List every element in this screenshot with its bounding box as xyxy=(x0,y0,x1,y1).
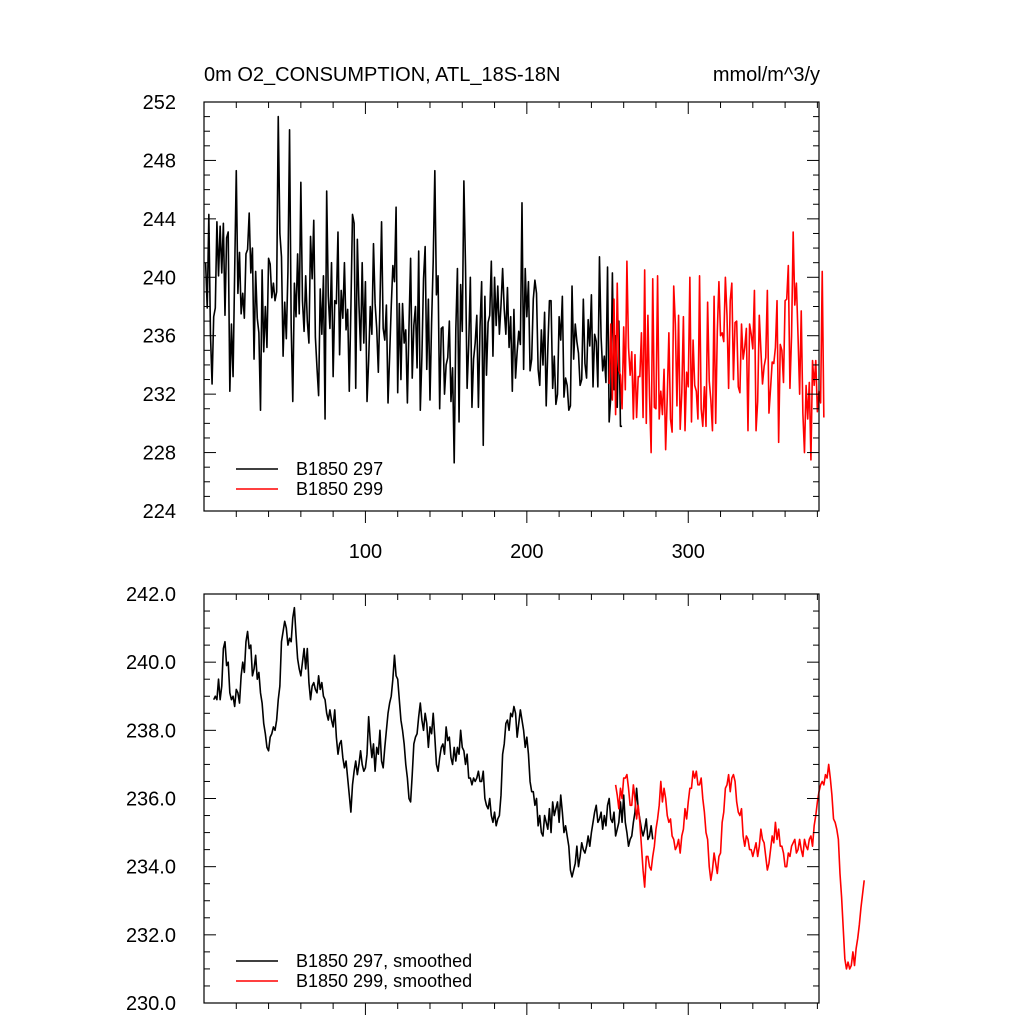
top-series-line-1 xyxy=(204,115,623,464)
top-y-tick-label: 228 xyxy=(143,443,176,465)
top-x-tick-label: 300 xyxy=(672,541,705,563)
top-y-tick-label: 232 xyxy=(143,384,176,406)
bottom-y-tick-label: 230.0 xyxy=(126,993,176,1015)
bottom-series-line-2 xyxy=(614,763,865,970)
bottom-y-tick-label: 234.0 xyxy=(126,857,176,879)
top-panel-units: mmol/m^3/y xyxy=(713,64,820,86)
bottom-y-tick-label: 236.0 xyxy=(126,789,176,811)
top-series-line-2 xyxy=(608,231,825,461)
bottom-legend-label-1: B1850 297, smoothed xyxy=(296,951,472,971)
bottom-y-tick-label: 238.0 xyxy=(126,720,176,742)
top-panel: 0m O2_CONSUMPTION, ATL_18S-18N mmol/m^3/… xyxy=(143,64,825,563)
top-x-tick-label: 100 xyxy=(349,541,382,563)
top-y-tick-label: 248 xyxy=(143,150,176,172)
bottom-y-tick-label: 240.0 xyxy=(126,652,176,674)
bottom-panel: 230.0 232.0 234.0 236.0 238.0 240.0 242.0 B185… xyxy=(126,584,865,1015)
bottom-y-tick-label: 232.0 xyxy=(126,925,176,947)
top-legend-label-2: B1850 299 xyxy=(296,479,383,499)
top-panel-title: 0m O2_CONSUMPTION, ATL_18S-18N xyxy=(204,64,560,86)
top-legend-label-1: B1850 297 xyxy=(296,459,383,479)
top-x-tick-label: 200 xyxy=(510,541,543,563)
bottom-plot-frame xyxy=(203,593,820,1004)
bottom-y-tick-label: 242.0 xyxy=(126,584,176,606)
bottom-legend-label-2: B1850 299, smoothed xyxy=(296,971,472,991)
top-y-tick-label: 240 xyxy=(143,267,176,289)
bottom-series-line-1 xyxy=(212,606,654,878)
top-y-tick-label: 236 xyxy=(143,326,176,348)
top-y-tick-label: 224 xyxy=(143,501,176,523)
top-y-tick-label: 252 xyxy=(143,92,176,114)
top-y-tick-label: 244 xyxy=(143,209,176,231)
